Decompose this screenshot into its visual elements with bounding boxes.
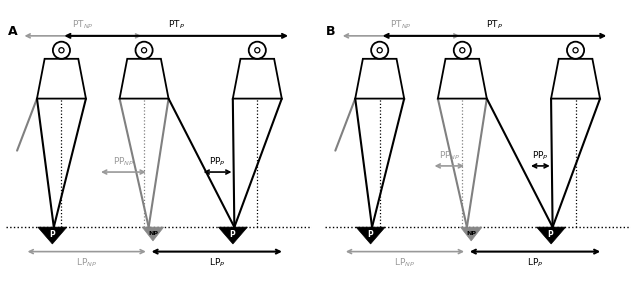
- Circle shape: [377, 48, 382, 53]
- Circle shape: [59, 48, 64, 53]
- Polygon shape: [37, 59, 86, 99]
- Text: NP: NP: [466, 231, 476, 236]
- Text: B: B: [326, 25, 336, 38]
- Text: PT$_P$: PT$_P$: [486, 19, 503, 32]
- Text: NP: NP: [148, 231, 158, 236]
- Polygon shape: [38, 227, 67, 244]
- Text: P: P: [229, 230, 235, 239]
- Circle shape: [141, 48, 147, 53]
- Text: P: P: [49, 230, 55, 239]
- Circle shape: [573, 48, 578, 53]
- Polygon shape: [120, 59, 169, 99]
- Text: P: P: [367, 230, 373, 239]
- Polygon shape: [551, 59, 600, 99]
- Text: PP$_P$: PP$_P$: [209, 156, 226, 168]
- Circle shape: [136, 42, 153, 59]
- Circle shape: [255, 48, 260, 53]
- Circle shape: [567, 42, 584, 59]
- Circle shape: [53, 42, 70, 59]
- Text: PT$_P$: PT$_P$: [168, 19, 185, 32]
- Polygon shape: [142, 227, 164, 241]
- Text: A: A: [8, 25, 18, 38]
- Text: LP$_P$: LP$_P$: [208, 256, 225, 268]
- Polygon shape: [233, 59, 282, 99]
- Polygon shape: [218, 227, 247, 244]
- Text: LP$_P$: LP$_P$: [527, 256, 543, 268]
- Circle shape: [248, 42, 266, 59]
- Circle shape: [454, 42, 471, 59]
- Text: PT$_{NP}$: PT$_{NP}$: [72, 19, 94, 32]
- Text: PT$_{NP}$: PT$_{NP}$: [390, 19, 412, 32]
- Text: P: P: [548, 230, 554, 239]
- Polygon shape: [355, 59, 404, 99]
- Polygon shape: [356, 227, 385, 244]
- Text: LP$_{NP}$: LP$_{NP}$: [394, 256, 415, 268]
- Polygon shape: [438, 59, 487, 99]
- Text: PP$_P$: PP$_P$: [532, 150, 548, 162]
- Text: PP$_{NP}$: PP$_{NP}$: [439, 150, 460, 162]
- Circle shape: [371, 42, 389, 59]
- Text: PP$_{NP}$: PP$_{NP}$: [113, 156, 134, 168]
- Polygon shape: [461, 227, 482, 241]
- Circle shape: [460, 48, 465, 53]
- Polygon shape: [536, 227, 566, 244]
- Text: LP$_{NP}$: LP$_{NP}$: [76, 256, 97, 268]
